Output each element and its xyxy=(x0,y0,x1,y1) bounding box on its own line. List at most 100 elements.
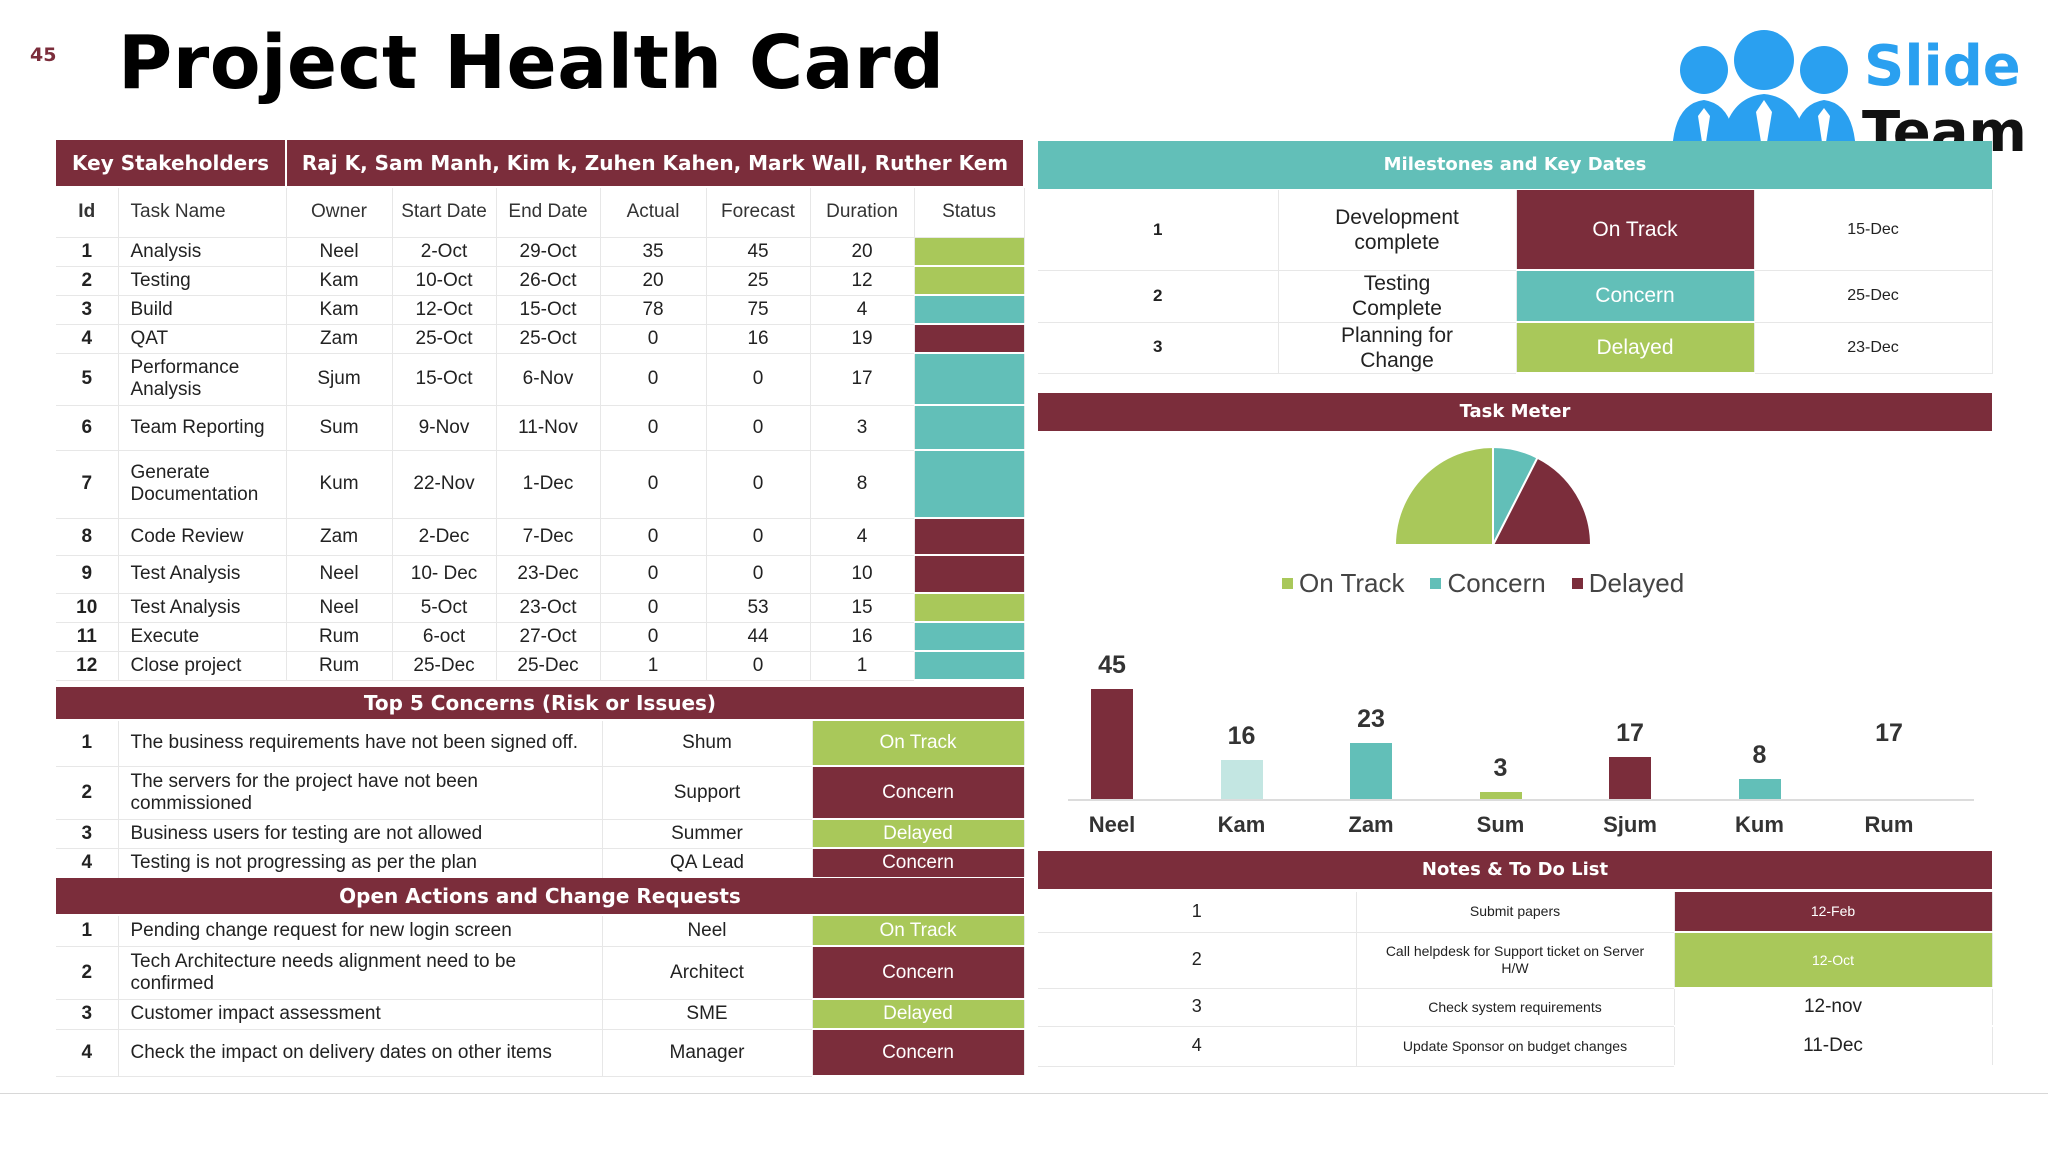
actions-id: 2 xyxy=(56,946,119,1000)
actions-id: 3 xyxy=(56,999,119,1030)
task-duration: 10 xyxy=(810,555,915,594)
task-forecast: 45 xyxy=(706,237,811,267)
task-end: 7-Dec xyxy=(496,518,601,556)
milestone-date: 25-Dec xyxy=(1754,270,1993,323)
task-status-cell xyxy=(914,266,1025,296)
task-actual: 0 xyxy=(600,324,707,354)
bar-value-label: 45 xyxy=(1098,651,1126,679)
task-row: 12 Close project Rum 25-Dec 25-Dec 1 0 1 xyxy=(56,651,1025,681)
milestone-name: Testing Complete xyxy=(1278,270,1517,323)
bar-neel xyxy=(1091,689,1133,799)
task-forecast: 0 xyxy=(706,518,811,556)
milestone-status-badge: Concern xyxy=(1516,270,1755,323)
col-owner-header: Owner xyxy=(286,187,393,238)
logo-word-slide: Slide xyxy=(1864,34,2021,99)
task-row: 2 Testing Kam 10-Oct 26-Oct 20 25 12 xyxy=(56,266,1025,296)
task-table: Key Stakeholders Raj K, Sam Manh, Kim k,… xyxy=(56,140,1026,681)
task-row: 1 Analysis Neel 2-Oct 29-Oct 35 45 20 xyxy=(56,237,1025,267)
bar-value-label: 17 xyxy=(1875,719,1903,747)
note-text: Call helpdesk for Support ticket on Serv… xyxy=(1356,932,1675,989)
task-id: 1 xyxy=(56,237,119,267)
task-duration: 19 xyxy=(810,324,915,354)
task-start: 12-Oct xyxy=(392,295,497,325)
milestone-status-badge: On Track xyxy=(1516,190,1755,271)
task-owner: Rum xyxy=(286,651,393,681)
task-row: 3 Build Kam 12-Oct 15-Oct 78 75 4 xyxy=(56,295,1025,325)
task-status-cell xyxy=(914,295,1025,325)
task-owner: Zam xyxy=(286,324,393,354)
task-status-cell xyxy=(914,353,1025,406)
task-meter-header: Task Meter xyxy=(1038,393,1992,431)
legend-item: Delayed xyxy=(1571,568,1684,598)
note-row: 2 Call helpdesk for Support ticket on Ser… xyxy=(1038,932,1993,989)
task-duration: 3 xyxy=(810,405,915,451)
task-end: 27-Oct xyxy=(496,622,601,652)
milestone-name: Planning for Change xyxy=(1278,322,1517,374)
task-end: 26-Oct xyxy=(496,266,601,296)
task-owner: Zam xyxy=(286,518,393,556)
note-id: 4 xyxy=(1038,1026,1357,1067)
note-id: 2 xyxy=(1038,932,1357,989)
milestone-status-badge: Delayed xyxy=(1516,322,1755,375)
task-row: 7 Generate Documentation Kum 22-Nov 1-Dec 0 0 8 xyxy=(56,450,1025,519)
task-name: Testing xyxy=(118,266,287,296)
note-id: 1 xyxy=(1038,892,1357,933)
task-end: 29-Oct xyxy=(496,237,601,267)
legend-label: On Track xyxy=(1299,568,1405,598)
note-date: 12-Feb xyxy=(1674,892,1993,933)
pie-slice-on-track xyxy=(1393,445,1494,546)
task-name: Performance Analysis xyxy=(118,353,287,406)
milestone-name: Development complete xyxy=(1278,190,1517,271)
task-duration: 16 xyxy=(810,622,915,652)
notes-table: 1 Submit papers 12-Feb 2 Call helpdesk for S… xyxy=(1038,892,1993,1067)
task-duration: 4 xyxy=(810,295,915,325)
col-status-header: Status xyxy=(914,187,1025,238)
actions-row: 3 Customer impact assessment SME Delayed xyxy=(56,999,1025,1030)
bar-value-label: 16 xyxy=(1227,722,1256,750)
legend-item: Concern xyxy=(1430,568,1546,598)
actions-id: 4 xyxy=(56,1029,119,1077)
task-start: 10- Dec xyxy=(392,555,497,594)
concerns-status-badge: Concern xyxy=(812,848,1025,879)
task-owner: Sjum xyxy=(286,353,393,406)
bar-zam xyxy=(1350,743,1392,799)
bar-value-label: 23 xyxy=(1357,705,1385,733)
bar-category-label: Neel xyxy=(1088,812,1136,837)
task-name: Analysis xyxy=(118,237,287,267)
task-status-cell xyxy=(914,593,1025,623)
actions-status-badge: Concern xyxy=(812,1029,1025,1077)
legend-swatch xyxy=(1571,577,1583,589)
task-id: 2 xyxy=(56,266,119,296)
task-name: Test Analysis xyxy=(118,555,287,594)
task-actual: 20 xyxy=(600,266,707,296)
task-name: Close project xyxy=(118,651,287,681)
task-duration: 15 xyxy=(810,593,915,623)
task-forecast: 0 xyxy=(706,405,811,451)
task-owner: Kum xyxy=(286,450,393,519)
actions-header: Open Actions and Change Requests xyxy=(56,878,1024,914)
footer-divider xyxy=(0,1093,2048,1094)
task-end: 6-Nov xyxy=(496,353,601,406)
actions-row: 4 Check the impact on delivery dates on o… xyxy=(56,1029,1025,1077)
task-owner: Kam xyxy=(286,266,393,296)
slide-number: 45 xyxy=(30,44,57,66)
concerns-id: 1 xyxy=(56,721,119,767)
bar-rum xyxy=(1868,757,1910,799)
task-end: 25-Dec xyxy=(496,651,601,681)
concerns-text: Business users for testing are not allow… xyxy=(118,819,603,849)
concerns-status-badge: Delayed xyxy=(812,819,1025,849)
actions-status-badge: On Track xyxy=(812,916,1025,947)
task-duration: 4 xyxy=(810,518,915,556)
task-owner: Kam xyxy=(286,295,393,325)
actions-owner: Manager xyxy=(602,1029,813,1077)
col-forecast-header: Forecast xyxy=(706,187,811,238)
note-date: 12-Oct xyxy=(1674,932,1993,989)
concerns-header: Top 5 Concerns (Risk or Issues) xyxy=(56,687,1024,719)
col-actual-header: Actual xyxy=(600,187,707,238)
task-id: 6 xyxy=(56,405,119,451)
actions-table: 1 Pending change request for new login sc… xyxy=(56,916,1025,1077)
legend-swatch xyxy=(1430,577,1442,589)
task-status-cell xyxy=(914,324,1025,354)
task-name: Execute xyxy=(118,622,287,652)
actions-owner: SME xyxy=(602,999,813,1030)
